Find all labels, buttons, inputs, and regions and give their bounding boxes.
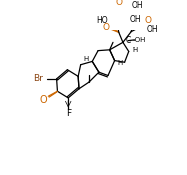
Text: F: F <box>66 109 71 118</box>
Text: Br: Br <box>33 74 43 83</box>
Text: H: H <box>83 56 88 62</box>
Text: HO: HO <box>96 16 108 25</box>
Text: H: H <box>132 47 137 53</box>
Text: ··: ·· <box>132 45 135 50</box>
Text: O: O <box>39 94 47 104</box>
Text: O: O <box>115 0 122 7</box>
Text: -OH: -OH <box>133 37 146 43</box>
Text: OH: OH <box>131 1 143 10</box>
Text: O: O <box>103 23 110 32</box>
Text: OH: OH <box>146 25 158 34</box>
Text: H: H <box>117 60 122 66</box>
Text: O: O <box>144 16 151 25</box>
Text: OH: OH <box>130 15 141 24</box>
Text: C: C <box>125 36 131 45</box>
